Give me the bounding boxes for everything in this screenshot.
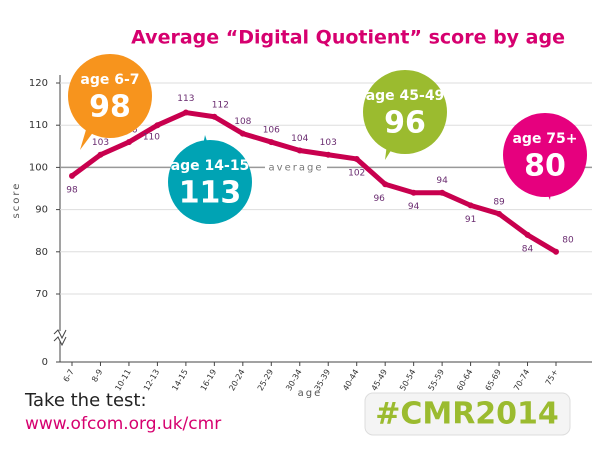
y-tick-label: 80 — [35, 247, 48, 258]
x-tick-label: 35-39 — [313, 368, 332, 393]
axis-break — [53, 336, 67, 347]
bubble-label: age 75+ — [512, 131, 577, 147]
point — [467, 202, 474, 209]
tag-box — [364, 392, 571, 436]
data-label: 80 — [562, 235, 574, 245]
bubble-value: 80 — [524, 149, 566, 184]
bubble-value: 113 — [179, 176, 242, 211]
x-tick-label: 14-15 — [170, 368, 189, 393]
chart-title: Average “Digital Quotient” score by age — [131, 27, 565, 49]
footer-prompt: Take the test: — [24, 390, 147, 411]
point — [125, 139, 132, 146]
y-tick-label: 120 — [29, 78, 48, 89]
bubble-value: 98 — [89, 90, 131, 125]
point — [353, 155, 360, 162]
point — [553, 248, 559, 255]
x-tick-label: 40-44 — [341, 368, 360, 393]
x-tick-label: 70-74 — [512, 368, 531, 393]
data-label: 94 — [408, 202, 420, 212]
bubble — [68, 54, 152, 138]
point — [182, 109, 189, 116]
data-label: 102 — [348, 168, 365, 178]
data-label: 103 — [92, 138, 109, 148]
point — [268, 139, 275, 146]
point — [524, 231, 531, 238]
x-tick-label: 75+ — [544, 368, 560, 387]
data-label: 91 — [465, 215, 476, 225]
point — [211, 113, 218, 120]
y-tick-label: 100 — [29, 162, 48, 173]
data-label: 104 — [291, 134, 308, 144]
data-label: 98 — [66, 185, 78, 195]
data-label: 89 — [493, 197, 505, 207]
footer-tag: #CMR2014 — [375, 397, 559, 432]
point — [97, 151, 104, 158]
x-tick-label: 45-49 — [370, 368, 389, 393]
point — [325, 151, 332, 158]
average-label: average — [269, 162, 324, 173]
y-tick-label: 0 — [42, 357, 48, 368]
bubble-label: age 14-15 — [171, 158, 250, 174]
bubble-label: age 6-7 — [80, 72, 139, 88]
data-label: 84 — [522, 244, 534, 254]
data-label: 112 — [212, 100, 229, 110]
x-tick-label: 60-64 — [455, 368, 474, 393]
data-label: 94 — [436, 176, 448, 186]
x-tick-label: 6-7 — [62, 368, 76, 384]
point — [439, 189, 446, 196]
point — [296, 147, 303, 154]
y-tick-label: 70 — [35, 289, 48, 300]
data-label: 110 — [143, 133, 160, 143]
x-tick-label: 50-54 — [398, 368, 417, 393]
average-label-bg — [265, 160, 327, 175]
point — [239, 130, 246, 137]
bubble-label: age 45-49 — [366, 88, 445, 104]
y-axis-label: score — [11, 182, 22, 219]
footer-url[interactable]: www.ofcom.org.uk/cmr — [25, 414, 221, 434]
x-tick-label: 20-24 — [227, 368, 246, 393]
point — [69, 172, 75, 179]
point — [410, 189, 417, 196]
data-label: 108 — [234, 117, 251, 127]
axis-break — [53, 329, 67, 340]
point — [154, 122, 161, 129]
line — [70, 110, 558, 254]
x-tick-label: 55-59 — [427, 368, 446, 393]
x-tick-label: 65-69 — [484, 368, 503, 393]
point — [382, 181, 389, 188]
bubble — [168, 140, 252, 224]
x-axis-label: age — [298, 388, 323, 399]
axis-break-gap — [54, 331, 66, 341]
y-tick-label: 90 — [35, 205, 48, 216]
data-label: 113 — [177, 94, 194, 104]
bubble-value: 96 — [384, 106, 426, 141]
data-label: 96 — [373, 194, 385, 204]
bubble — [363, 70, 447, 154]
x-tick-label: 8-9 — [90, 368, 104, 384]
bubble — [503, 113, 587, 197]
data-label: 103 — [320, 138, 337, 148]
point — [496, 210, 503, 217]
x-tick-label: 25-29 — [256, 368, 275, 393]
x-tick-label: 10-11 — [113, 368, 132, 393]
data-label: 106 — [263, 126, 280, 136]
y-tick-label: 110 — [29, 120, 48, 131]
x-tick-label: 16-19 — [199, 368, 218, 393]
x-tick-label: 12-13 — [142, 368, 161, 393]
